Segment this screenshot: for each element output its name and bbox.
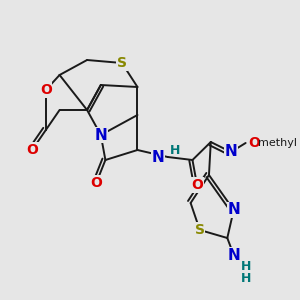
Text: N: N <box>227 202 240 217</box>
Text: N: N <box>227 248 240 262</box>
Text: O: O <box>90 176 102 190</box>
Text: N: N <box>151 149 164 164</box>
Text: H: H <box>169 143 180 157</box>
Text: O: O <box>248 136 260 150</box>
Text: O: O <box>26 143 38 157</box>
Text: S: S <box>117 56 127 70</box>
Text: O: O <box>191 178 203 192</box>
Text: N: N <box>94 128 107 142</box>
Text: H: H <box>241 260 251 274</box>
Text: methyl: methyl <box>259 138 298 148</box>
Text: O: O <box>40 83 52 97</box>
Text: H: H <box>241 272 251 284</box>
Text: S: S <box>195 223 205 237</box>
Text: N: N <box>225 145 237 160</box>
